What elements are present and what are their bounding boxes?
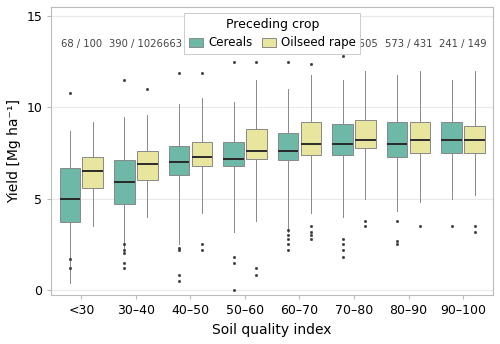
Bar: [223, 142, 244, 166]
Text: 531 / 897: 531 / 897: [221, 39, 269, 49]
Text: 241 / 149: 241 / 149: [440, 39, 487, 49]
X-axis label: Soil quality index: Soil quality index: [212, 323, 332, 337]
Bar: [355, 120, 376, 148]
Bar: [82, 157, 103, 188]
Bar: [60, 168, 80, 223]
Text: 625 / 505: 625 / 505: [330, 39, 378, 49]
Text: 663 / 1516: 663 / 1516: [164, 39, 218, 49]
Bar: [137, 151, 158, 180]
Bar: [464, 126, 485, 153]
Bar: [168, 146, 190, 175]
Legend: Cereals, Oilseed rape: Cereals, Oilseed rape: [184, 13, 360, 54]
Text: 551 / 635: 551 / 635: [276, 39, 324, 49]
Bar: [246, 129, 267, 159]
Bar: [386, 122, 407, 157]
Text: 573 / 431: 573 / 431: [385, 39, 432, 49]
Y-axis label: Yield [Mg ha⁻¹]: Yield [Mg ha⁻¹]: [7, 99, 21, 203]
Bar: [114, 160, 135, 204]
Bar: [278, 133, 298, 160]
Bar: [332, 124, 353, 155]
Bar: [192, 142, 212, 166]
Text: 390 / 1026: 390 / 1026: [109, 39, 163, 49]
Text: 68 / 100: 68 / 100: [61, 39, 102, 49]
Bar: [300, 122, 322, 155]
Bar: [410, 122, 430, 153]
Bar: [442, 122, 462, 153]
